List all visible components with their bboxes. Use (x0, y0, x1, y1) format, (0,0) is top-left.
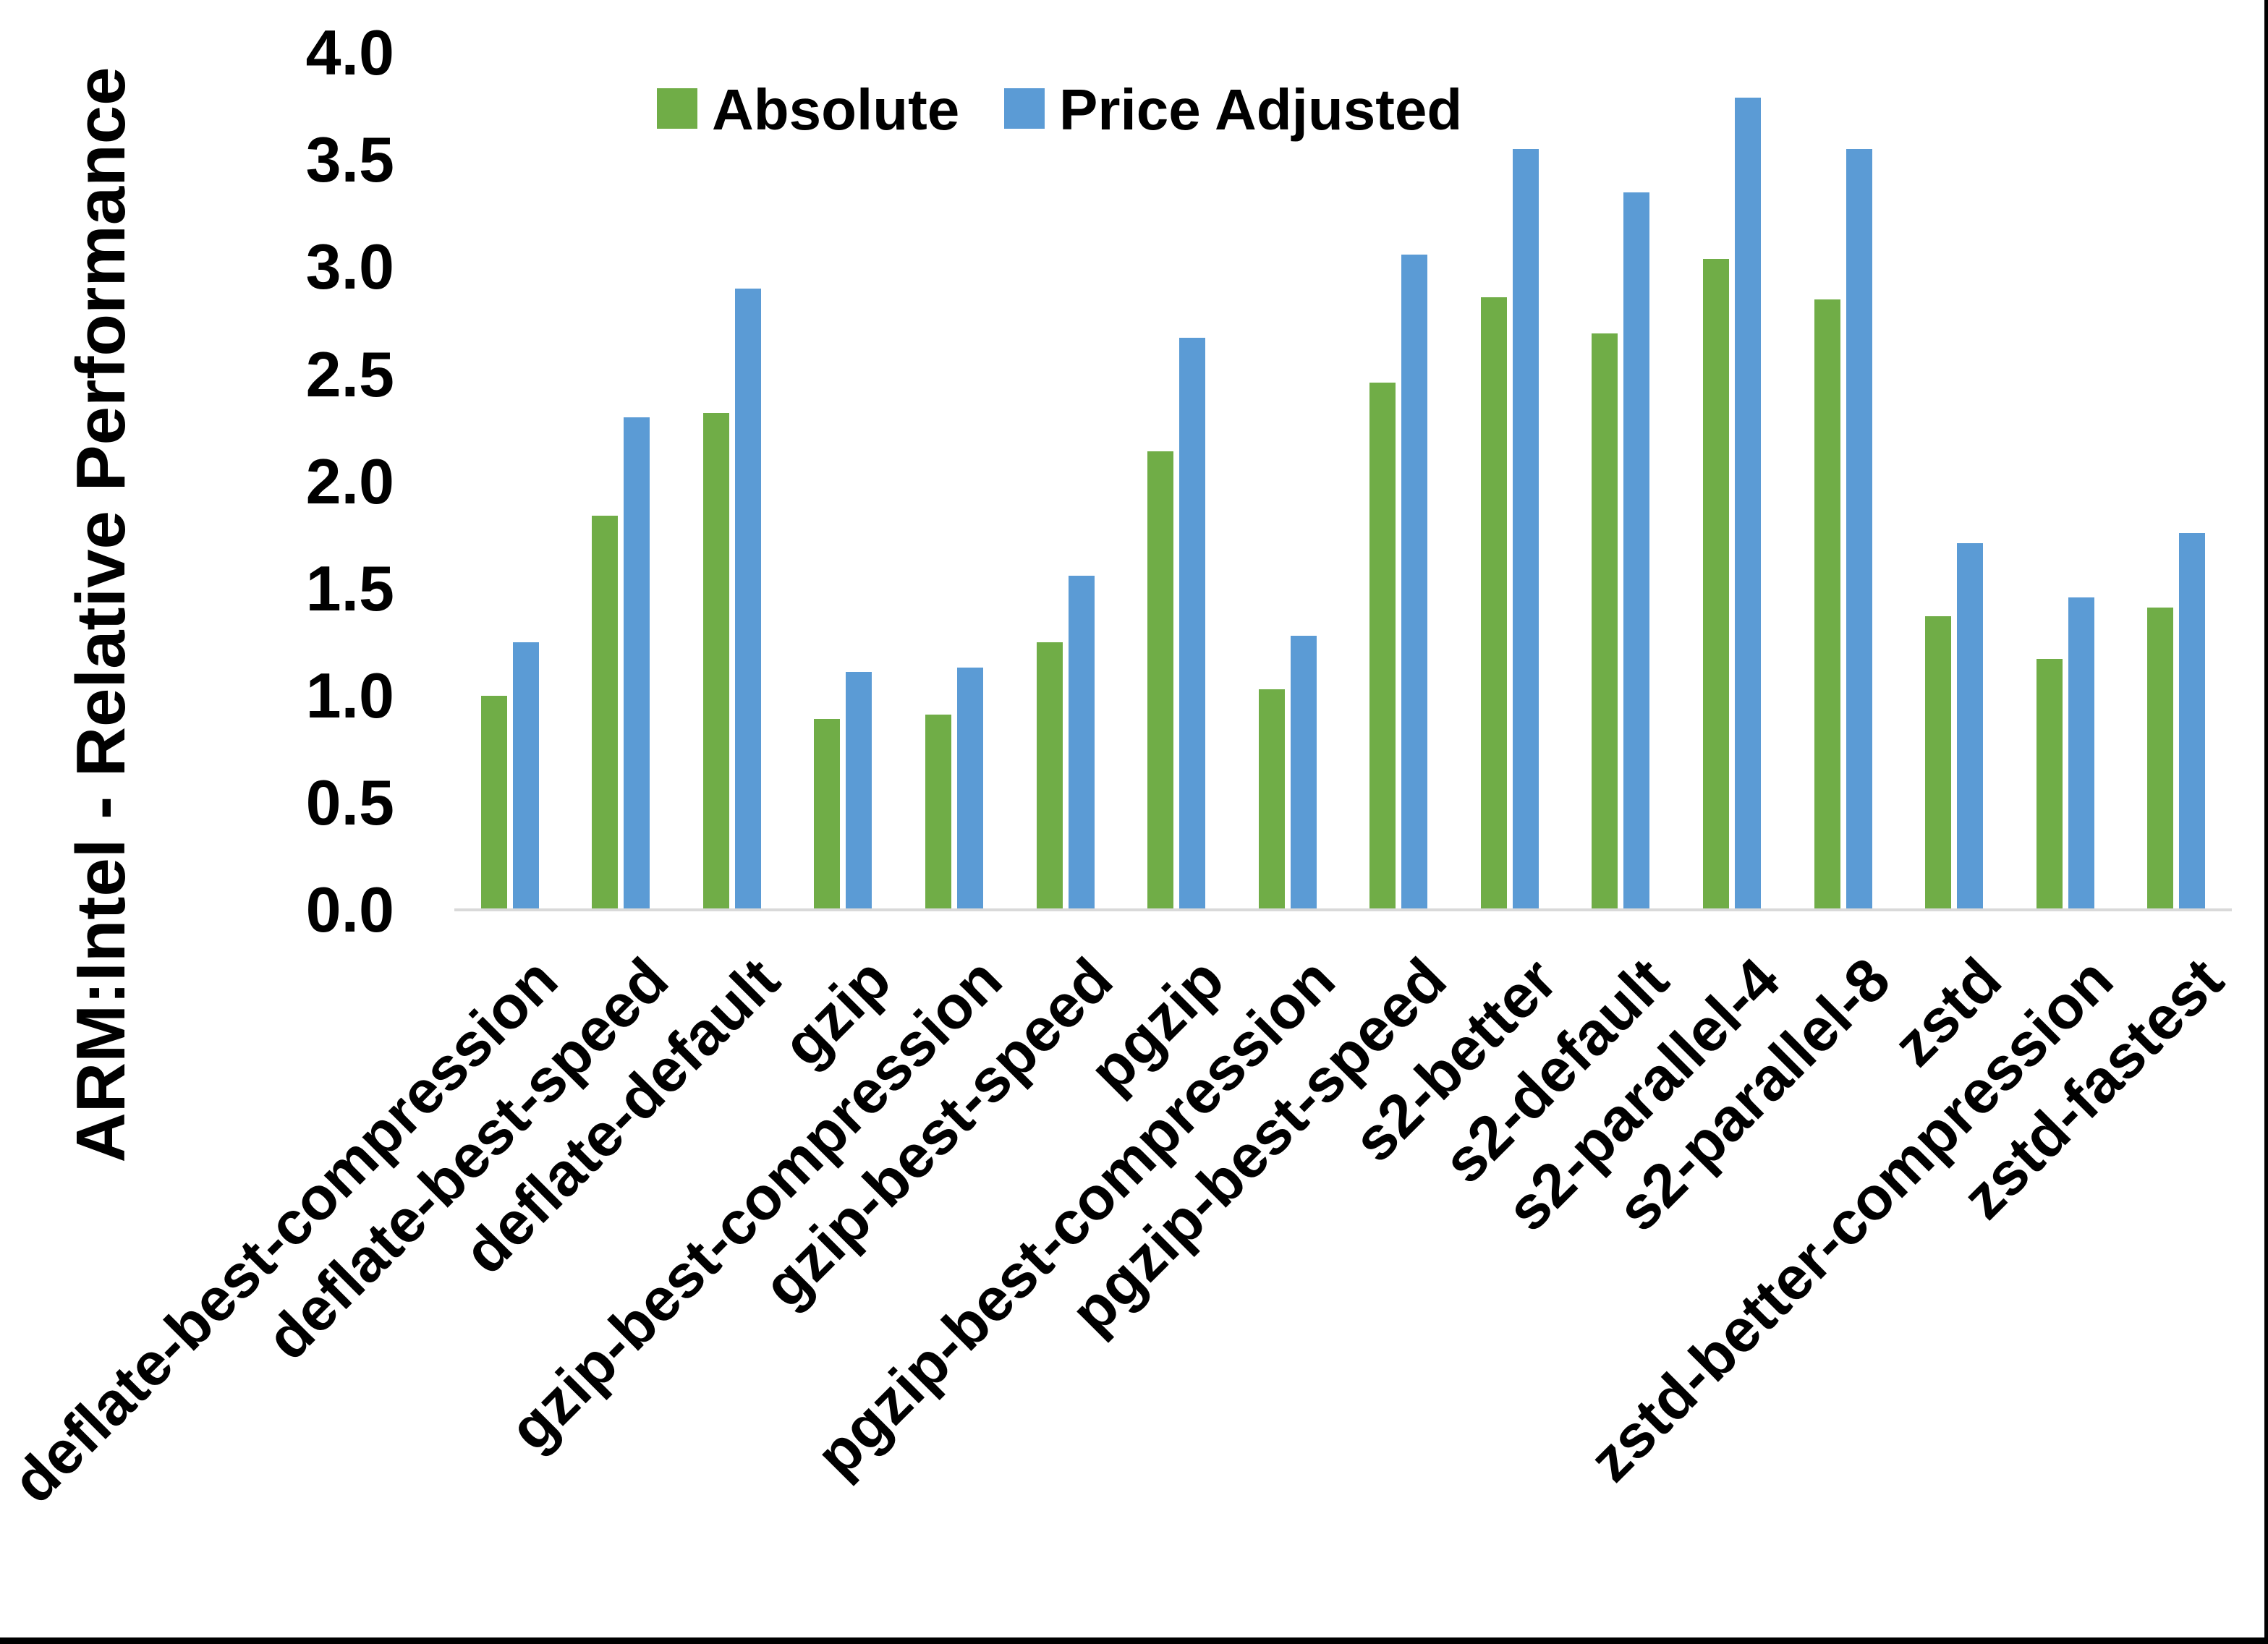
bar-price-adjusted-pgzip-best-speed (1401, 254, 1428, 910)
y-axis-title: ARM:Intel - Relative Performance (62, 67, 140, 1163)
bar-absolute-deflate-default (702, 412, 729, 910)
bar-absolute-s2-better (1480, 297, 1507, 910)
legend-swatch-price-adjusted (1004, 88, 1045, 129)
bar-price-adjusted-s2-parallel-8 (1846, 149, 1872, 910)
bar-absolute-gzip (814, 719, 841, 910)
bar-absolute-zstd-better-compression (2036, 659, 2063, 910)
bar-absolute-s2-parallel-8 (1814, 299, 1840, 910)
bar-absolute-pgzip (1147, 451, 1174, 910)
bar-absolute-s2-default (1592, 333, 1618, 910)
bar-price-adjusted-gzip-best-compression (957, 668, 984, 910)
bar-price-adjusted-s2-parallel-4 (1734, 98, 1761, 910)
bar-absolute-gzip-best-compression (925, 715, 952, 910)
y-tick-label: 0.0 (305, 874, 394, 945)
bar-price-adjusted-gzip-best-speed (1068, 575, 1095, 910)
bar-price-adjusted-deflate-best-compression (512, 642, 539, 910)
bar-absolute-pgzip-best-compression (1258, 689, 1285, 910)
bar-absolute-deflate-best-speed (592, 515, 619, 910)
y-tick-label: 2.5 (305, 338, 394, 410)
y-tick-label: 0.5 (305, 766, 394, 838)
bar-absolute-zstd-fastest (2147, 608, 2174, 910)
y-tick-label: 4.0 (305, 17, 394, 89)
y-tick-label: 1.5 (305, 552, 394, 624)
bar-price-adjusted-zstd (1957, 543, 1984, 910)
legend-label-price-adjusted: Price Adjusted (1059, 77, 1463, 142)
bar-absolute-s2-parallel-4 (1702, 258, 1729, 910)
y-tick-label: 3.0 (305, 231, 394, 303)
bar-absolute-gzip-best-speed (1036, 642, 1063, 910)
bar-price-adjusted-zstd-better-compression (2068, 597, 2094, 910)
bar-price-adjusted-s2-default (1623, 192, 1650, 910)
bar-price-adjusted-deflate-best-speed (624, 417, 650, 910)
bar-absolute-zstd (1925, 616, 1952, 910)
x-axis-line (454, 908, 2232, 911)
bar-price-adjusted-gzip (846, 672, 872, 910)
y-tick-label: 1.0 (305, 659, 394, 731)
bar-absolute-deflate-best-compression (480, 695, 507, 910)
bar-price-adjusted-pgzip (1179, 338, 1206, 910)
bar-absolute-pgzip-best-speed (1369, 383, 1396, 910)
y-tick-label: 2.0 (305, 445, 394, 517)
bar-price-adjusted-zstd-fastest (2179, 532, 2206, 910)
bar-price-adjusted-deflate-default (734, 289, 761, 910)
bar-price-adjusted-pgzip-best-compression (1290, 635, 1317, 910)
legend-label-absolute: Absolute (712, 77, 960, 142)
y-tick-label: 3.5 (305, 124, 394, 196)
bar-price-adjusted-s2-better (1512, 149, 1539, 910)
legend-swatch-absolute (657, 88, 697, 129)
